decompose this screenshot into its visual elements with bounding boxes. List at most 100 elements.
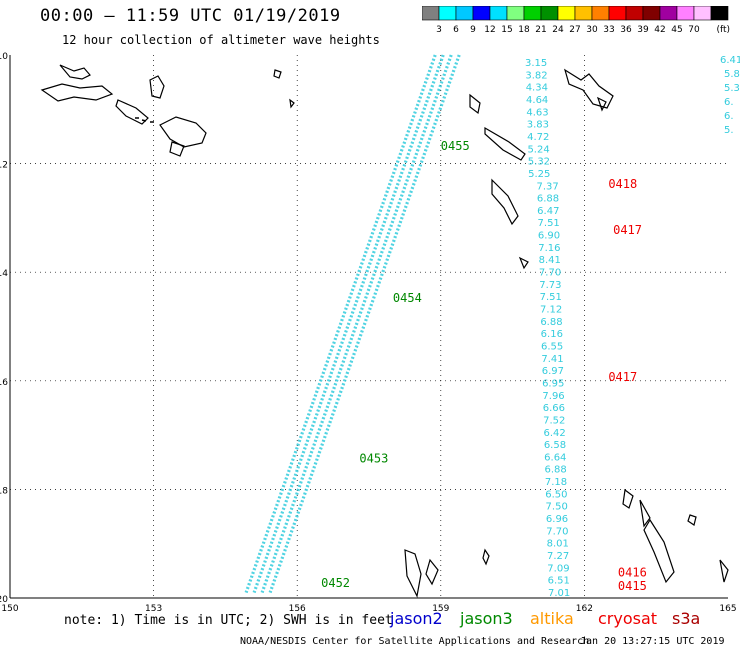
wave-height-value: 6.88 [537, 194, 559, 205]
generated-timestamp: Jan 20 13:27:15 UTC 2019 [580, 636, 725, 647]
map-axes [9, 55, 728, 599]
wave-height-value: 6.16 [541, 329, 563, 340]
color-scale-label: 6 [453, 25, 459, 35]
island-outline [115, 99, 149, 125]
satellite-legend-item: s3a [672, 609, 701, 628]
color-scale-label: 39 [637, 25, 649, 35]
color-scale-label: 45 [671, 25, 682, 35]
island-outline [518, 256, 529, 270]
longitude-tick-label: 165 [719, 604, 736, 614]
wave-height-value: 8.41 [539, 255, 561, 266]
wave-height-value: 7.52 [543, 415, 565, 426]
pass-time-label: 0416 [618, 565, 647, 579]
wave-height-value: 6.90 [538, 231, 560, 242]
wave-height-value: 6.95 [542, 378, 564, 389]
color-scale-label: 18 [518, 25, 530, 35]
satellite-legend-item: cryosat [598, 609, 658, 628]
coastline-outlines [40, 64, 729, 598]
pass-time-label: 0417 [613, 223, 642, 237]
wave-height-value: 7.37 [536, 181, 558, 192]
island-outline [469, 93, 481, 115]
wave-height-value: 6.88 [540, 317, 562, 328]
pass-time-label: 0455 [441, 139, 470, 153]
color-swatch [693, 6, 712, 21]
ground-track [260, 54, 453, 594]
color-swatch [659, 6, 678, 21]
color-scale-label: 30 [586, 25, 598, 35]
island-outline [482, 548, 490, 566]
latitude-tick-label: -18 [0, 486, 8, 496]
satellite-legend-item: jason3 [460, 609, 513, 628]
color-scale-label: 12 [484, 25, 495, 35]
island-outline [135, 117, 154, 123]
wave-height-value: 5.25 [528, 169, 550, 180]
pass-time-label: 0453 [359, 451, 388, 465]
wave-height-value: 7.12 [540, 305, 562, 316]
wave-height-value-edge: 6.41 [720, 55, 740, 66]
wave-height-value: 4.34 [526, 83, 548, 94]
pass-time-label: 0415 [618, 579, 647, 593]
wave-height-value: 3.82 [525, 70, 547, 81]
color-swatch [422, 6, 440, 21]
color-swatch [625, 6, 644, 21]
latitude-tick-label: -16 [0, 378, 8, 388]
island-outline [149, 75, 165, 99]
wave-height-value-edge: 6. [724, 111, 734, 122]
island-outline [563, 68, 614, 109]
island-outline [596, 96, 607, 112]
color-scale-label: 70 [688, 25, 700, 35]
color-swatch [438, 6, 457, 21]
color-scale-unit: (ft) [716, 25, 730, 35]
color-scale-label: 21 [535, 25, 546, 35]
color-swatch [523, 6, 542, 21]
page-title: 00:00 – 11:59 UTC 01/19/2019 [40, 6, 341, 26]
island-outline [289, 98, 295, 109]
footer-note: note: 1) Time is in UTC; 2) SWH is in fe… [64, 613, 393, 628]
color-scale-label: 3 [436, 25, 442, 35]
island-outline [491, 178, 519, 226]
island-outline [40, 83, 114, 102]
wave-height-value: 6.58 [544, 440, 566, 451]
wave-height-value: 6.55 [541, 341, 563, 352]
satellite-legend-item: jason2 [390, 609, 443, 628]
island-outline [639, 499, 651, 528]
wave-height-value: 6.47 [537, 206, 559, 217]
graticule [10, 55, 728, 598]
island-outline [643, 518, 675, 584]
wave-height-value: 5.32 [528, 157, 550, 168]
color-scale-label: 15 [501, 25, 512, 35]
island-outline [404, 549, 422, 598]
wave-height-value: 7.73 [539, 280, 561, 291]
island-outline [484, 126, 526, 161]
wave-height-value: 6.88 [545, 465, 567, 476]
wave-height-value-edge: 5.8 [724, 69, 740, 80]
longitude-tick-label: 162 [576, 604, 593, 614]
wave-height-value: 6.64 [544, 452, 566, 463]
wave-height-value: 7.27 [547, 551, 569, 562]
wave-height-value: 7.09 [547, 563, 569, 574]
pass-time-label: 0418 [608, 177, 637, 191]
wave-height-value: 7.01 [548, 588, 570, 599]
pass-time-label: 0454 [393, 291, 422, 305]
color-swatch [608, 6, 627, 21]
wave-height-value: 6.50 [545, 489, 567, 500]
wave-height-value: 7.50 [546, 502, 568, 513]
island-outline [687, 514, 697, 526]
island-outline [622, 488, 634, 509]
ground-tracks [244, 54, 461, 594]
color-swatch [489, 6, 508, 21]
island-outline [159, 116, 207, 148]
island-outline [59, 64, 91, 80]
wave-height-value: 6.51 [548, 576, 570, 587]
pass-time-label: 0417 [608, 370, 637, 384]
wave-height-value: 7.96 [542, 391, 564, 402]
longitude-tick-label: 150 [1, 604, 18, 614]
color-swatch [506, 6, 525, 21]
wave-height-value: 7.51 [538, 218, 560, 229]
credit-line: NOAA/NESDIS Center for Satellite Applica… [240, 636, 590, 647]
island-outline [169, 141, 185, 157]
color-swatch [557, 6, 576, 21]
wave-height-value: 4.72 [527, 132, 549, 143]
color-scale-label: 33 [603, 25, 614, 35]
